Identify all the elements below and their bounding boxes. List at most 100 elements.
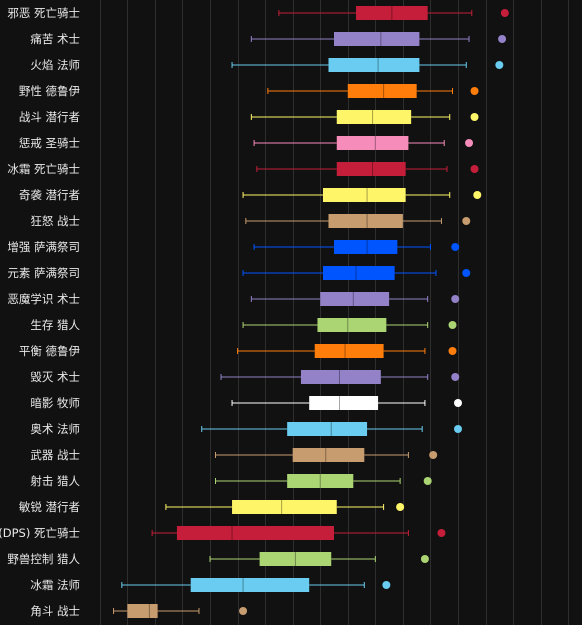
iqr-box bbox=[190, 578, 310, 592]
outlier-point bbox=[473, 191, 482, 199]
category-label: 冰霜 死亡骑士 bbox=[7, 162, 80, 176]
box-group bbox=[201, 422, 462, 436]
outlier-point bbox=[420, 555, 429, 563]
category-label: 奥术 法师 bbox=[30, 422, 80, 436]
box-group bbox=[121, 578, 391, 592]
category-label: 冰霜 法师 bbox=[30, 578, 80, 592]
outlier-point bbox=[448, 321, 457, 329]
category-label: 武器 战士 bbox=[30, 448, 80, 462]
box-group bbox=[242, 188, 482, 202]
outlier-point bbox=[495, 61, 504, 69]
box-group bbox=[250, 110, 479, 124]
box-group bbox=[215, 448, 438, 462]
outlier-point bbox=[454, 425, 462, 433]
iqr-box bbox=[334, 240, 398, 254]
category-label: 平衡 德鲁伊 bbox=[19, 344, 81, 358]
category-label: 痛苦 术士 bbox=[30, 32, 80, 46]
category-label: 野兽控制 猎人 bbox=[7, 552, 80, 566]
outlier-point bbox=[239, 607, 248, 615]
grid-lines bbox=[100, 0, 569, 625]
iqr-box bbox=[309, 396, 379, 410]
outlier-point bbox=[470, 165, 479, 173]
iqr-box bbox=[127, 604, 158, 618]
iqr-box bbox=[356, 6, 428, 20]
category-label: 战斗 潜行者 bbox=[19, 110, 80, 124]
outlier-point bbox=[462, 217, 471, 225]
category-label: 射击 猎人 bbox=[30, 474, 80, 488]
category-label: 狂怒 战士 bbox=[30, 214, 80, 228]
box-group bbox=[209, 552, 429, 566]
category-label: 惩戒 圣骑士 bbox=[19, 136, 80, 150]
box-group bbox=[231, 396, 462, 410]
box-group bbox=[231, 58, 504, 72]
box-group bbox=[165, 500, 405, 514]
iqr-box bbox=[176, 526, 334, 540]
iqr-box bbox=[287, 474, 354, 488]
category-label: 暗影 牧师 bbox=[30, 396, 80, 410]
box-group bbox=[267, 84, 479, 98]
outlier-point bbox=[451, 243, 460, 251]
category-label: 增强 萨满祭司 bbox=[7, 240, 80, 254]
iqr-box bbox=[287, 422, 368, 436]
category-label: (DPS) 死亡骑士 bbox=[0, 526, 80, 540]
category-label: 敏锐 潜行者 bbox=[19, 500, 80, 514]
iqr-box bbox=[322, 188, 406, 202]
box-group bbox=[253, 240, 460, 254]
iqr-box bbox=[336, 136, 409, 150]
box-group bbox=[245, 214, 471, 228]
outlier-point bbox=[470, 87, 479, 95]
category-label: 恶魔学识 术士 bbox=[7, 292, 80, 306]
outlier-point bbox=[451, 295, 460, 303]
box-group bbox=[242, 318, 457, 332]
iqr-box bbox=[232, 500, 337, 514]
box-group bbox=[250, 32, 507, 46]
category-label: 邪恶 死亡骑士 bbox=[7, 6, 80, 20]
outlier-point bbox=[423, 477, 432, 485]
outlier-point bbox=[498, 35, 507, 43]
outlier-point bbox=[382, 581, 391, 589]
category-label: 火焰 法师 bbox=[30, 58, 80, 72]
category-label: 元素 萨满祭司 bbox=[7, 266, 80, 280]
iqr-box bbox=[347, 84, 417, 98]
iqr-box bbox=[328, 214, 403, 228]
category-label: 奇袭 潜行者 bbox=[19, 188, 80, 202]
outlier-point bbox=[437, 529, 446, 537]
box-group bbox=[237, 344, 457, 358]
category-label: 角斗 战士 bbox=[30, 604, 80, 618]
iqr-box bbox=[322, 266, 395, 280]
iqr-box bbox=[336, 162, 406, 176]
box-group bbox=[250, 292, 460, 306]
box-group bbox=[215, 474, 432, 488]
iqr-box bbox=[317, 318, 387, 332]
outlier-point bbox=[451, 373, 460, 381]
outlier-point bbox=[396, 503, 405, 511]
box-group bbox=[278, 6, 509, 20]
box-group bbox=[242, 266, 471, 280]
box-group bbox=[253, 136, 474, 150]
category-label: 生存 猎人 bbox=[30, 318, 80, 332]
outlier-point bbox=[500, 9, 509, 17]
category-label: 毁灭 术士 bbox=[30, 370, 80, 384]
iqr-box bbox=[328, 58, 420, 72]
box-group bbox=[113, 604, 248, 618]
box-group bbox=[220, 370, 460, 384]
iqr-box bbox=[300, 370, 381, 384]
iqr-box bbox=[259, 552, 332, 566]
outlier-point bbox=[462, 269, 471, 277]
outlier-point bbox=[470, 113, 479, 121]
iqr-box bbox=[336, 110, 412, 124]
category-label: 野性 德鲁伊 bbox=[19, 84, 81, 98]
box-series bbox=[113, 6, 509, 618]
box-group bbox=[256, 162, 479, 176]
iqr-box bbox=[292, 448, 365, 462]
outlier-point bbox=[454, 399, 462, 407]
iqr-box bbox=[314, 344, 384, 358]
iqr-box bbox=[334, 32, 420, 46]
outlier-point bbox=[429, 451, 438, 459]
box-group bbox=[151, 526, 446, 540]
iqr-box bbox=[320, 292, 390, 306]
outlier-point bbox=[448, 347, 457, 355]
